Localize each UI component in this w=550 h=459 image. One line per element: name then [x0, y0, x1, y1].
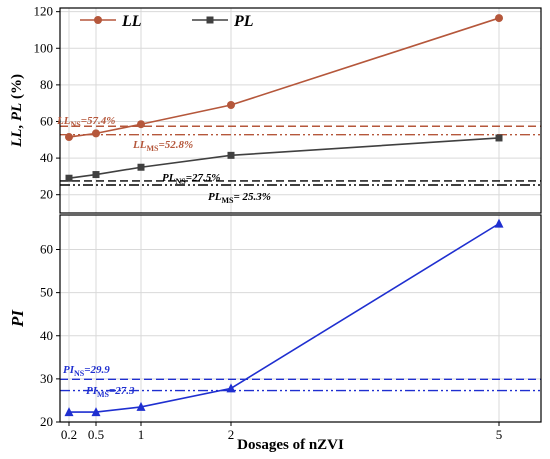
ref-line-label: LLNS=57.4%: [56, 115, 115, 129]
data-point-pi: [494, 218, 504, 228]
ref-line-label: PINS=29.9: [63, 364, 110, 378]
ref-line-label: LLMS=52.8%: [132, 139, 193, 153]
bottom-ytick-label: 20: [40, 414, 53, 429]
top-ytick-label: 40: [40, 150, 53, 165]
top-ytick-label: 120: [34, 4, 54, 19]
data-point-ll: [495, 14, 503, 23]
xtick-label: 0.2: [61, 427, 77, 442]
xtick-label: 0.5: [88, 427, 104, 442]
bottom-panel: 20 30 40 50 60 PINS=29.9 PIMS=27.3 PI: [8, 214, 542, 429]
legend-label-pl: PL: [233, 13, 254, 30]
bottom-y-axis-title: PI: [8, 309, 27, 328]
top-panel: 20 40 60 80 100 120 LLNS=57.4% LLMS=52.8% PLNS=2…: [9, 4, 542, 214]
x-axis-title: Dosages of nZVI: [237, 437, 344, 453]
legend-marker: [94, 16, 102, 24]
data-point-pl: [137, 163, 145, 171]
x-axis: 0.2 0.5 1 2 5 Dosages of nZVI: [61, 422, 502, 453]
ref-line-label: PLNS=27.5%: [162, 172, 220, 186]
data-point-pi: [91, 407, 101, 417]
data-point-pl: [495, 134, 503, 142]
legend-marker: [206, 16, 214, 24]
top-ytick-label: 80: [40, 77, 53, 92]
data-point-pi: [136, 401, 146, 411]
data-point-pl: [227, 151, 235, 159]
xtick-label: 2: [228, 427, 235, 442]
legend-label-ll: LL: [121, 13, 142, 30]
data-point-pi: [226, 383, 236, 393]
top-frame: [59, 7, 542, 214]
ref-line-label: PLMS= 25.3%: [208, 191, 271, 205]
bottom-ytick-label: 30: [40, 371, 53, 386]
top-ytick-label: 60: [40, 113, 53, 128]
xtick-label: 5: [496, 427, 503, 442]
data-point-pl: [65, 174, 73, 182]
ref-line-label: PIMS=27.3: [86, 385, 135, 399]
bottom-frame: [59, 214, 542, 423]
xtick-label: 1: [138, 427, 145, 442]
bottom-ytick-label: 60: [40, 242, 53, 257]
data-point-ll: [92, 129, 100, 138]
data-point-pl: [92, 171, 100, 179]
data-point-ll: [227, 101, 235, 110]
top-ytick-label: 20: [40, 187, 53, 202]
bottom-ytick-label: 50: [40, 285, 53, 300]
top-y-axis-title: LL, PL (%): [9, 74, 25, 148]
data-point-ll: [65, 133, 73, 142]
data-point-pi: [64, 407, 74, 417]
top-ytick-label: 100: [34, 40, 54, 55]
data-point-ll: [137, 120, 145, 129]
legend: LL PL: [80, 13, 254, 30]
series-line-ll: [68, 17, 500, 138]
series-line-pi: [69, 222, 500, 413]
bottom-ytick-label: 40: [40, 328, 53, 343]
